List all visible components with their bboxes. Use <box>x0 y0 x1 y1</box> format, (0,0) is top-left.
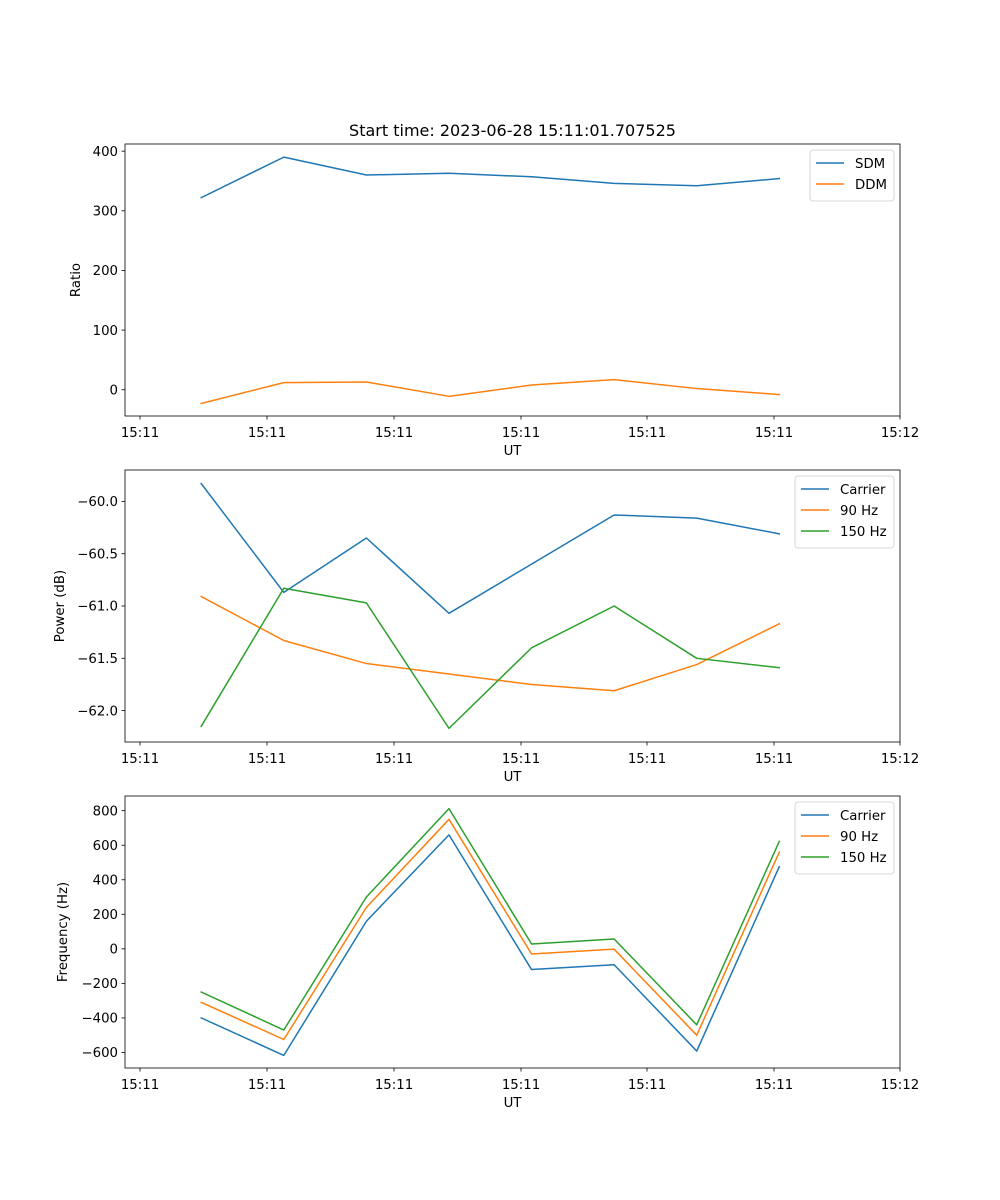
x-tick-label: 15:11 <box>502 426 540 441</box>
series-line-150-hz <box>200 807 781 1031</box>
legend-label: 90 Hz <box>840 504 878 519</box>
y-tick-label: −400 <box>81 1012 118 1027</box>
series-lines <box>200 482 781 730</box>
legend-label: SDM <box>855 157 885 172</box>
y-axis-label: Ratio <box>69 263 84 297</box>
legend-box <box>794 475 895 549</box>
series-line-150-hz <box>200 587 781 730</box>
series-line-ddm <box>200 378 781 405</box>
x-tick-label: 15:11 <box>502 752 540 767</box>
y-tick-label: −60.0 <box>77 495 118 510</box>
legend: SDM DDM <box>809 149 895 202</box>
y-tick-label: 0 <box>110 943 118 958</box>
x-axis: 15:11 15:11 15:11 15:11 15:11 15:11 15:12 UT <box>121 1068 919 1111</box>
y-axis: −62.0 −61.5 −61.0 −60.5 −60.0 Power (dB) <box>53 495 125 719</box>
axes-frame <box>124 143 901 417</box>
x-tick-label: 15:11 <box>375 426 413 441</box>
y-tick-label: 0 <box>110 383 118 398</box>
x-axis: 15:11 15:11 15:11 15:11 15:11 15:11 15:12 UT <box>121 416 919 459</box>
y-tick-label: 800 <box>93 804 118 819</box>
figure-title: Start time: 2023-06-28 15:11:01.707525 <box>349 121 676 140</box>
x-tick-label: 15:11 <box>755 426 793 441</box>
series-line-90-hz <box>200 595 781 692</box>
subplot-3: 15:11 15:11 15:11 15:11 15:11 15:11 15:12 UT −60… <box>56 795 919 1111</box>
subplot-1: 15:11 15:11 15:11 15:11 15:11 15:11 15:12 UT 0 10… <box>69 143 919 459</box>
series-lines <box>200 807 781 1057</box>
y-tick-label: −60.5 <box>77 547 118 562</box>
x-tick-label: 15:11 <box>121 426 159 441</box>
legend-label: 150 Hz <box>840 851 887 866</box>
axes-frame <box>124 795 901 1069</box>
x-tick-label: 15:11 <box>755 752 793 767</box>
y-tick-label: −61.0 <box>77 600 118 615</box>
y-axis: 0 100 200 300 400 Ratio <box>69 145 125 398</box>
subplots: 15:11 15:11 15:11 15:11 15:11 15:11 15:12 UT 0 10… <box>53 143 919 1111</box>
x-tick-label: 15:11 <box>628 426 666 441</box>
x-tick-label: 15:11 <box>502 1078 540 1093</box>
x-tick-label: 15:11 <box>375 752 413 767</box>
y-tick-label: −200 <box>81 977 118 992</box>
series-line-90-hz <box>200 818 781 1041</box>
x-axis: 15:11 15:11 15:11 15:11 15:11 15:11 15:12 UT <box>121 742 919 785</box>
series-line-carrier <box>200 482 781 615</box>
legend-label: DDM <box>855 178 887 193</box>
y-tick-label: 300 <box>93 205 118 220</box>
y-axis: −600 −400 −200 0 200 400 600 800 Frequency (Hz) <box>56 804 125 1061</box>
x-tick-label: 15:11 <box>248 426 286 441</box>
x-tick-label: 15:11 <box>121 1078 159 1093</box>
y-tick-label: 200 <box>93 264 118 279</box>
x-axis-label: UT <box>504 770 523 785</box>
y-tick-label: −600 <box>81 1046 118 1061</box>
y-tick-label: −62.0 <box>77 704 118 719</box>
x-tick-label: 15:12 <box>881 1078 919 1093</box>
legend: Carrier 90 Hz 150 Hz <box>794 475 895 549</box>
x-tick-label: 15:11 <box>628 752 666 767</box>
y-tick-label: −61.5 <box>77 652 118 667</box>
y-tick-label: 600 <box>93 839 118 854</box>
legend-label: Carrier <box>840 483 886 498</box>
x-tick-label: 15:11 <box>375 1078 413 1093</box>
x-tick-label: 15:11 <box>248 1078 286 1093</box>
legend-label: 150 Hz <box>840 525 887 540</box>
y-axis-label: Power (dB) <box>53 570 68 642</box>
y-tick-label: 200 <box>93 908 118 923</box>
series-line-sdm <box>200 156 781 199</box>
x-axis-label: UT <box>504 1096 523 1111</box>
x-tick-label: 15:12 <box>881 426 919 441</box>
x-axis-label: UT <box>504 444 523 459</box>
y-axis-label: Frequency (Hz) <box>56 882 71 982</box>
x-tick-label: 15:12 <box>881 752 919 767</box>
series-line-carrier <box>200 834 781 1057</box>
x-tick-label: 15:11 <box>248 752 286 767</box>
y-tick-label: 400 <box>93 145 118 160</box>
x-tick-label: 15:11 <box>121 752 159 767</box>
series-lines <box>200 156 781 405</box>
legend: Carrier 90 Hz 150 Hz <box>794 801 895 875</box>
legend-box <box>794 801 895 875</box>
x-tick-label: 15:11 <box>628 1078 666 1093</box>
y-tick-label: 400 <box>93 873 118 888</box>
legend-label: 90 Hz <box>840 830 878 845</box>
legend-label: Carrier <box>840 809 886 824</box>
y-tick-label: 100 <box>93 324 118 339</box>
x-tick-label: 15:11 <box>755 1078 793 1093</box>
subplot-2: 15:11 15:11 15:11 15:11 15:11 15:11 15:12 UT −62… <box>53 469 919 785</box>
